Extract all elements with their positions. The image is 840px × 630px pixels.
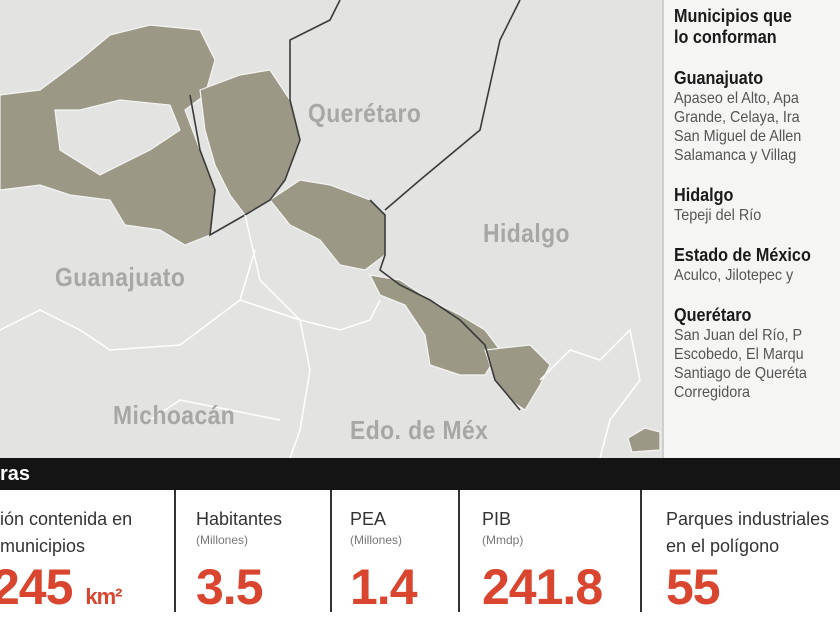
group-state: Guanajuato xyxy=(674,68,764,88)
group-line: Salamanca y Villag xyxy=(674,147,797,164)
group-line: Santiago de Queréta xyxy=(674,365,807,382)
stat-label: Habitantes xyxy=(196,509,283,529)
group-state: Querétaro xyxy=(674,305,752,325)
stat-label: Parques industriales en el polígono xyxy=(666,509,830,556)
group-state: Hidalgo xyxy=(674,185,734,205)
stat-pea: PEA (Millones) 1.4 xyxy=(350,490,455,615)
divider xyxy=(330,490,332,612)
stat-pib: PIB (Mmdp) 241.8 xyxy=(482,490,632,615)
map: Querétaro Hidalgo Guanajuato Michoacán E… xyxy=(0,0,662,459)
group-line: Corregidora xyxy=(674,384,751,401)
polygon-guanajuato-west xyxy=(0,24,216,246)
group-line: San Juan del Río, P xyxy=(674,327,803,344)
label-michoacan: Michoacán xyxy=(113,400,236,430)
group-line: Grande, Celaya, Ira xyxy=(674,109,800,126)
stat-label: PIB xyxy=(482,509,512,529)
group-line: Apaseo el Alto, Apa xyxy=(674,90,799,107)
stat-value: 241.8 xyxy=(482,559,603,615)
group-line: Tepeji del Río xyxy=(674,207,762,224)
group-line: San Miguel de Allen xyxy=(674,128,802,145)
polygon-corridor xyxy=(368,274,501,376)
label-queretaro: Querétaro xyxy=(308,98,422,128)
label-edo-mex: Edo. de Méx xyxy=(350,415,489,445)
stat-value: 3.5 xyxy=(196,559,264,615)
polygon-queretaro-center xyxy=(269,179,386,271)
divider xyxy=(458,490,460,612)
map-svg xyxy=(0,0,661,459)
polygon-small xyxy=(627,427,661,453)
group-line: Aculco, Jilotepec y xyxy=(674,267,794,284)
state-border-2 xyxy=(369,199,521,411)
municipal-border-3 xyxy=(244,214,381,331)
state-border-1 xyxy=(189,0,341,237)
stat-value: 55 xyxy=(666,559,721,615)
label-hidalgo: Hidalgo xyxy=(483,218,570,248)
municipalities-panel: Municipios que lo conforman Guanajuato A… xyxy=(662,0,840,458)
stats-row: ión contenida en municipios 245 km² Habit… xyxy=(0,490,840,630)
label-guanajuato: Guanajuato xyxy=(55,262,186,292)
municipal-border-2 xyxy=(239,299,311,459)
municipal-border-4 xyxy=(539,328,641,459)
stat-unit: km² xyxy=(85,584,122,609)
stat-sublabel: (Mmdp) xyxy=(482,533,524,547)
stat-sublabel: (Millones) xyxy=(196,533,249,547)
state-border-3 xyxy=(384,0,521,211)
divider xyxy=(640,490,642,612)
stat-population: Habitantes (Millones) 3.5 xyxy=(196,490,326,615)
panel-title-line2: lo conforman xyxy=(674,27,777,47)
section-header-bar: ras xyxy=(0,458,840,490)
stat-value: 245 km² xyxy=(0,559,122,615)
section-title: ras xyxy=(0,463,31,485)
stat-sublabel: (Millones) xyxy=(350,533,403,547)
municipal-border-5 xyxy=(149,399,281,421)
group-line: Escobedo, El Marqu xyxy=(674,346,804,363)
stat-label: PEA xyxy=(350,509,387,529)
group-state: Estado de México xyxy=(674,245,811,265)
stat-value: 1.4 xyxy=(350,559,418,615)
panel-title-line1: Municipios que xyxy=(674,6,792,26)
divider xyxy=(174,490,176,612)
stat-industrial-parks: Parques industriales en el polígono 55 xyxy=(666,490,840,615)
stat-label: ión contenida en municipios xyxy=(0,509,133,556)
stat-area: ión contenida en municipios 245 km² xyxy=(0,490,172,615)
